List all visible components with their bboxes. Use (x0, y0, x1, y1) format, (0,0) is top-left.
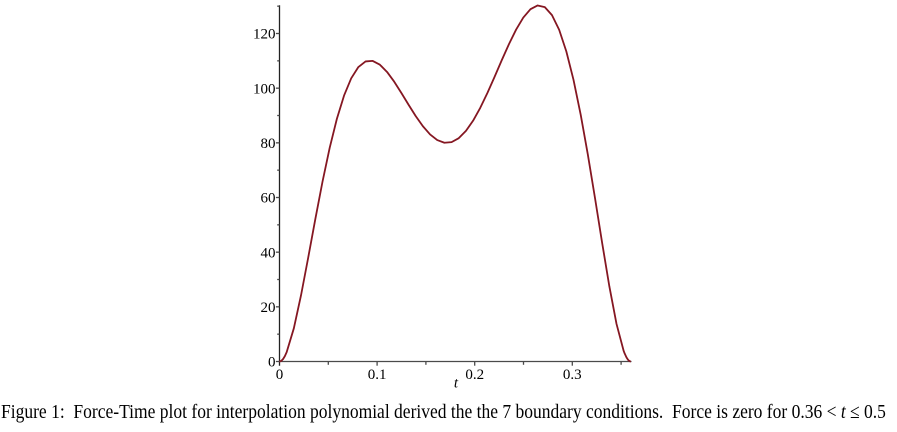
svg-text:0.3: 0.3 (563, 367, 582, 383)
svg-text:0.2: 0.2 (465, 367, 484, 383)
svg-text:60: 60 (261, 191, 276, 207)
svg-text:0: 0 (268, 355, 276, 371)
svg-text:20: 20 (261, 300, 276, 316)
svg-text:0: 0 (276, 367, 284, 383)
svg-text:100: 100 (253, 81, 276, 97)
svg-text:t: t (454, 376, 459, 392)
svg-text:120: 120 (253, 27, 276, 43)
svg-text:40: 40 (261, 245, 276, 261)
svg-text:80: 80 (261, 136, 276, 152)
svg-text:0.1: 0.1 (368, 367, 387, 383)
